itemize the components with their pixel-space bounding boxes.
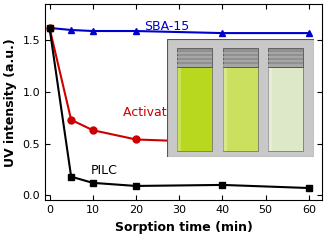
Y-axis label: UV intensity (a.u.): UV intensity (a.u.): [4, 38, 17, 167]
X-axis label: Sorption time (min): Sorption time (min): [114, 221, 252, 234]
Text: SBA-15: SBA-15: [145, 20, 190, 33]
Text: Activated carbon: Activated carbon: [123, 106, 230, 119]
Text: PILC: PILC: [91, 164, 117, 178]
